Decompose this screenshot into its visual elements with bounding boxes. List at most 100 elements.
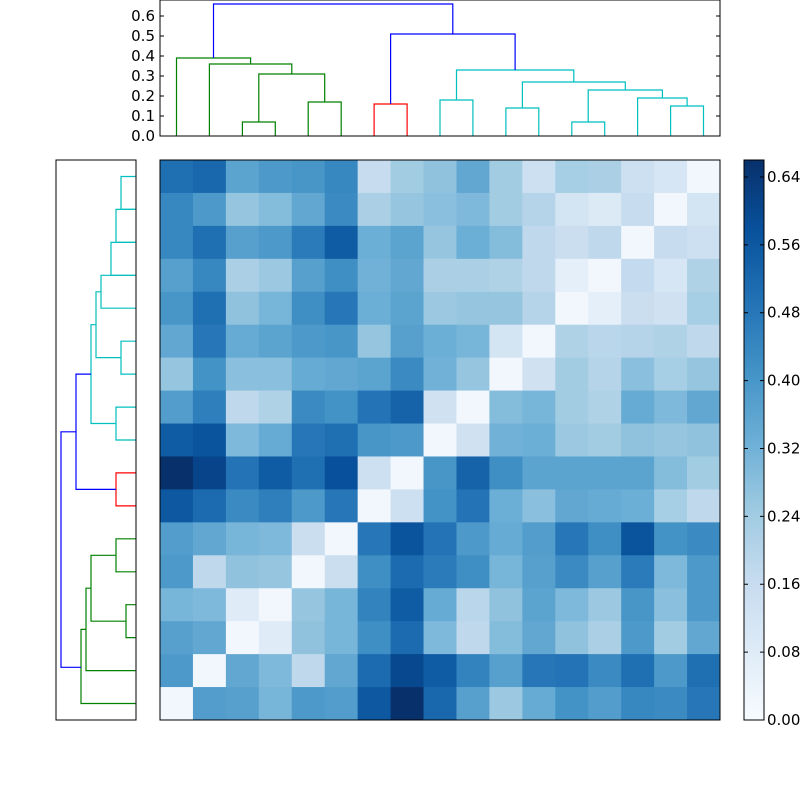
heatmap-cell xyxy=(621,621,655,655)
heatmap-cell xyxy=(522,423,556,457)
heatmap-cell xyxy=(357,324,391,359)
heatmap-cell xyxy=(555,456,589,490)
heatmap-cell xyxy=(555,654,589,688)
heatmap-cell xyxy=(555,588,589,622)
heatmap-cell xyxy=(225,357,260,391)
heatmap-cell xyxy=(324,423,359,457)
heatmap-cell xyxy=(324,324,359,359)
heatmap-cell xyxy=(621,654,655,688)
heatmap-cell xyxy=(390,324,424,359)
heatmap-cell xyxy=(654,225,688,260)
heatmap-cell xyxy=(324,654,359,688)
heatmap-cell xyxy=(423,225,457,260)
heatmap-cell xyxy=(160,390,194,424)
heatmap-cell xyxy=(357,390,391,424)
top-dendrogram-tick-label: 0.1 xyxy=(131,107,155,125)
heatmap-cell xyxy=(423,555,457,589)
heatmap-cell xyxy=(621,324,655,359)
heatmap-cell xyxy=(456,621,490,655)
heatmap-cell xyxy=(687,423,721,457)
heatmap-cell xyxy=(588,160,622,194)
colorbar-tick-label: 0.08 xyxy=(767,643,800,661)
heatmap-cell xyxy=(456,588,490,622)
heatmap-cell xyxy=(555,390,589,424)
left-dendrogram-link xyxy=(80,628,136,705)
heatmap-cell xyxy=(522,555,556,589)
left-dendrogram-link xyxy=(100,274,136,309)
heatmap-cell xyxy=(588,588,622,622)
heatmap-cell xyxy=(324,522,359,556)
heatmap-cell xyxy=(687,357,721,391)
heatmap-cell xyxy=(654,357,688,391)
heatmap-cell xyxy=(588,324,622,359)
heatmap-cell xyxy=(225,390,260,424)
heatmap-cell xyxy=(324,555,359,589)
colorbar-tick-label: 0.56 xyxy=(767,236,800,254)
heatmap-cell xyxy=(390,258,424,293)
heatmap-cell xyxy=(687,160,721,194)
heatmap-cell xyxy=(456,324,490,359)
heatmap-cell xyxy=(357,489,391,523)
heatmap-cell xyxy=(588,489,622,523)
heatmap-cell xyxy=(192,555,227,589)
heatmap-cell xyxy=(555,258,589,293)
top-dendrogram-link xyxy=(505,107,540,136)
heatmap-cell xyxy=(258,324,293,359)
heatmap-cell xyxy=(489,192,523,227)
left-dendrogram-link xyxy=(95,291,121,359)
top-dendrogram-link xyxy=(390,33,516,104)
heatmap-cell xyxy=(522,192,556,227)
heatmap-cell xyxy=(456,555,490,589)
heatmap-cell xyxy=(258,654,293,688)
heatmap-cell xyxy=(160,555,194,589)
heatmap-cell xyxy=(687,456,721,490)
heatmap-cell xyxy=(324,621,359,655)
heatmap-cell xyxy=(192,291,227,326)
heatmap-cell xyxy=(357,654,391,688)
heatmap-cell xyxy=(423,588,457,622)
top-dendrogram-links xyxy=(175,3,705,136)
heatmap-cell xyxy=(621,423,655,457)
heatmap-cell xyxy=(654,160,688,194)
heatmap-cell xyxy=(456,291,490,326)
heatmap-cell xyxy=(489,423,523,457)
heatmap-cell xyxy=(555,324,589,359)
heatmap-cell xyxy=(456,423,490,457)
heatmap-cell xyxy=(423,291,457,326)
heatmap-cell xyxy=(423,621,457,655)
heatmap-cell xyxy=(456,357,490,391)
heatmap-cell xyxy=(522,489,556,523)
heatmap-cell xyxy=(489,258,523,293)
heatmap-cell xyxy=(654,192,688,227)
heatmap-cell xyxy=(225,489,260,523)
heatmap-cell xyxy=(258,555,293,589)
heatmap-cell xyxy=(654,324,688,359)
heatmap-cell xyxy=(654,489,688,523)
heatmap-cell xyxy=(555,555,589,589)
heatmap-cell xyxy=(423,160,457,194)
heatmap-cell xyxy=(390,555,424,589)
heatmap-cell xyxy=(390,456,424,490)
heatmap-cell xyxy=(192,225,227,260)
heatmap-cell xyxy=(687,654,721,688)
heatmap-cell xyxy=(588,225,622,260)
heatmap-cell xyxy=(258,192,293,227)
heatmap-cell xyxy=(225,291,260,326)
heatmap-cell xyxy=(225,423,260,457)
heatmap-cell xyxy=(324,291,359,326)
heatmap-cell xyxy=(555,160,589,194)
heatmap-cell xyxy=(192,192,227,227)
heatmap-cell xyxy=(291,489,326,523)
heatmap-cell xyxy=(192,160,227,194)
heatmap-cell xyxy=(357,555,391,589)
heatmap-cell xyxy=(489,456,523,490)
heatmap-cell xyxy=(192,621,227,655)
heatmap-cell xyxy=(687,687,721,721)
top-dendrogram-link xyxy=(241,121,276,136)
heatmap-cell xyxy=(522,291,556,326)
left-dendrogram-link xyxy=(90,554,126,622)
heatmap-cell xyxy=(291,225,326,260)
heatmap-cell xyxy=(555,687,589,721)
heatmap-cell xyxy=(423,390,457,424)
heatmap-cell xyxy=(621,225,655,260)
